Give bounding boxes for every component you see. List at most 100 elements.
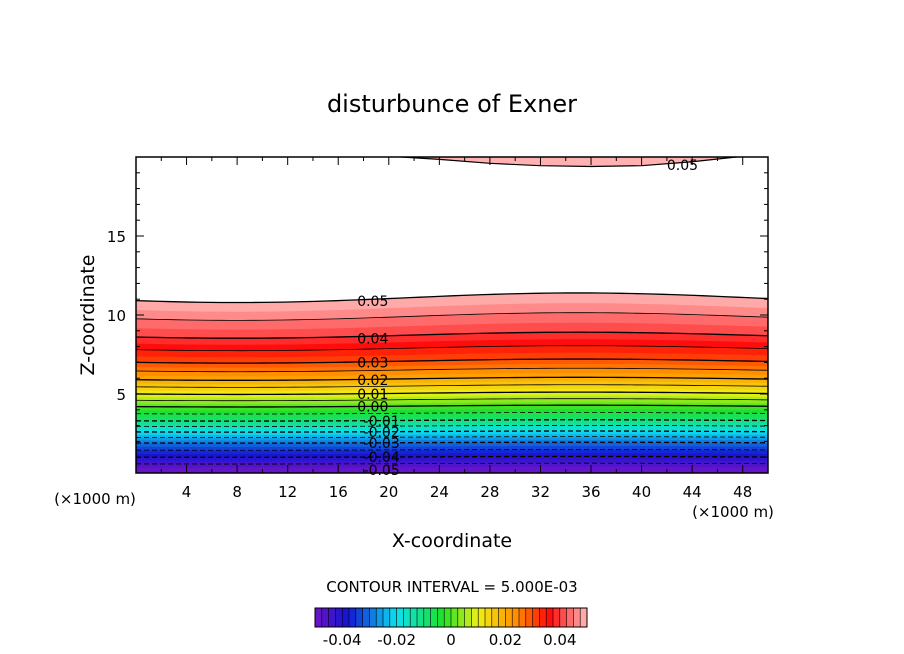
colorbar-cell [437,608,445,627]
contour-line [135,391,769,396]
chart-title: disturbunce of Exner [327,90,577,118]
colorbar-cell [410,608,418,627]
colorbar-cell [389,608,397,627]
contour-line [135,398,769,402]
top-contour-fill [401,157,737,167]
contour-line [135,292,769,304]
x-tick-label: 8 [232,483,242,501]
x-tick-label: 44 [683,483,702,501]
contour-line [135,462,769,465]
contour-label: -0.03 [364,436,400,452]
x-tick-label: 36 [581,483,600,501]
colorbar-cell [539,608,547,627]
contour-labels: 0.05 0.04 0.03 0.020.010.00-0.01-0.02-0.03 -… [357,158,698,479]
colorbar-cell [525,608,533,627]
x-tick-label: 20 [379,483,398,501]
contour-label: 0.02 [357,373,388,389]
colorbar [314,608,588,627]
colorbar-cell [471,608,479,627]
colorbar-cell [396,608,404,627]
y-tick-label: 5 [116,386,126,404]
contour-line [135,441,769,444]
colorbar-tick-label: -0.02 [377,631,416,649]
colorbar-cell [532,608,540,627]
contour-label: 0.05 [357,294,388,310]
colorbar-cell [423,608,431,627]
contour-label: 0.05 [667,158,698,174]
x-tick-label: 48 [733,483,752,501]
colorbar-cell [383,608,391,627]
colorbar-cell [559,608,567,627]
colorbar-cell [349,608,357,627]
colorbar-tick-label: 0.04 [543,631,576,649]
colorbar-tick-labels: -0.04 -0.02 0 0.02 0.04 [323,631,577,649]
contour-label: 0.03 [357,355,388,371]
colorbar-cell [444,608,452,627]
colorbar-cell [355,608,363,627]
colorbar-frame [314,607,588,628]
colorbar-cell [369,608,377,627]
contour-line [135,455,769,459]
contour-lines [135,156,769,465]
colorbar-tick-label: 0 [446,631,456,649]
contour-label: 0.01 [357,387,388,403]
colorbar-cell [464,608,472,627]
colorbar-cell [505,608,513,627]
colorbar-cell [417,608,425,627]
contour-line [135,404,769,408]
contour-line [135,384,769,388]
x-tick-label: 28 [480,483,499,501]
x-tick-label: 16 [329,483,348,501]
contour-line [135,345,769,352]
contour-label: -0.01 [364,414,400,430]
colorbar-cell [553,608,561,627]
y-tick-label: 15 [107,228,126,246]
contour-line [135,412,769,415]
contour-label: -0.05 [364,463,400,479]
colorbar-cell [451,608,459,627]
contour-line [135,425,769,428]
contour-label: 0.04 [357,332,388,348]
x-axis-label: X-coordinate [392,530,512,552]
x-unit-right: (×1000 m) [692,503,774,521]
x-unit-left: (×1000 m) [54,490,136,508]
colorbar-cell [566,608,574,627]
colorbar-tick-label: 0.02 [489,631,522,649]
contour-line [135,367,769,373]
colorbar-cell [485,608,493,627]
top-contour-line [401,156,737,168]
contour-line [135,358,769,364]
contour-line [135,312,769,321]
colorbar-cell [580,608,588,627]
colorbar-cell [335,608,343,627]
contour-interval-label: CONTOUR INTERVAL = 5.000E-03 [326,578,577,596]
colorbar-cell [546,608,554,627]
colorbar-cell [457,608,465,627]
contour-line [135,448,769,451]
contour-line [135,436,769,439]
contour-line [135,376,769,381]
colorbar-cell [403,608,411,627]
x-tick-label: 12 [278,483,297,501]
contour-line [135,331,769,339]
contour-label: 0.00 [357,400,388,416]
x-tick-label: 32 [531,483,550,501]
colorbar-cell [519,608,527,627]
colorbar-tick-label: -0.04 [323,631,362,649]
colorbar-cell [376,608,384,627]
colorbar-cell [315,608,323,627]
colorbar-cell [491,608,499,627]
colorbar-cell [362,608,370,627]
colorbar-cell [342,608,350,627]
x-tick-label: 40 [632,483,651,501]
colorbar-cell [328,608,336,627]
y-axis-label: Z-coordinate [77,255,99,376]
contour-fill-bands [135,157,769,474]
contour-label: -0.02 [364,425,400,441]
x-tick-label: 24 [430,483,449,501]
x-tick-label: 4 [182,483,192,501]
colorbar-cell [512,608,520,627]
colorbar-cell [321,608,329,627]
